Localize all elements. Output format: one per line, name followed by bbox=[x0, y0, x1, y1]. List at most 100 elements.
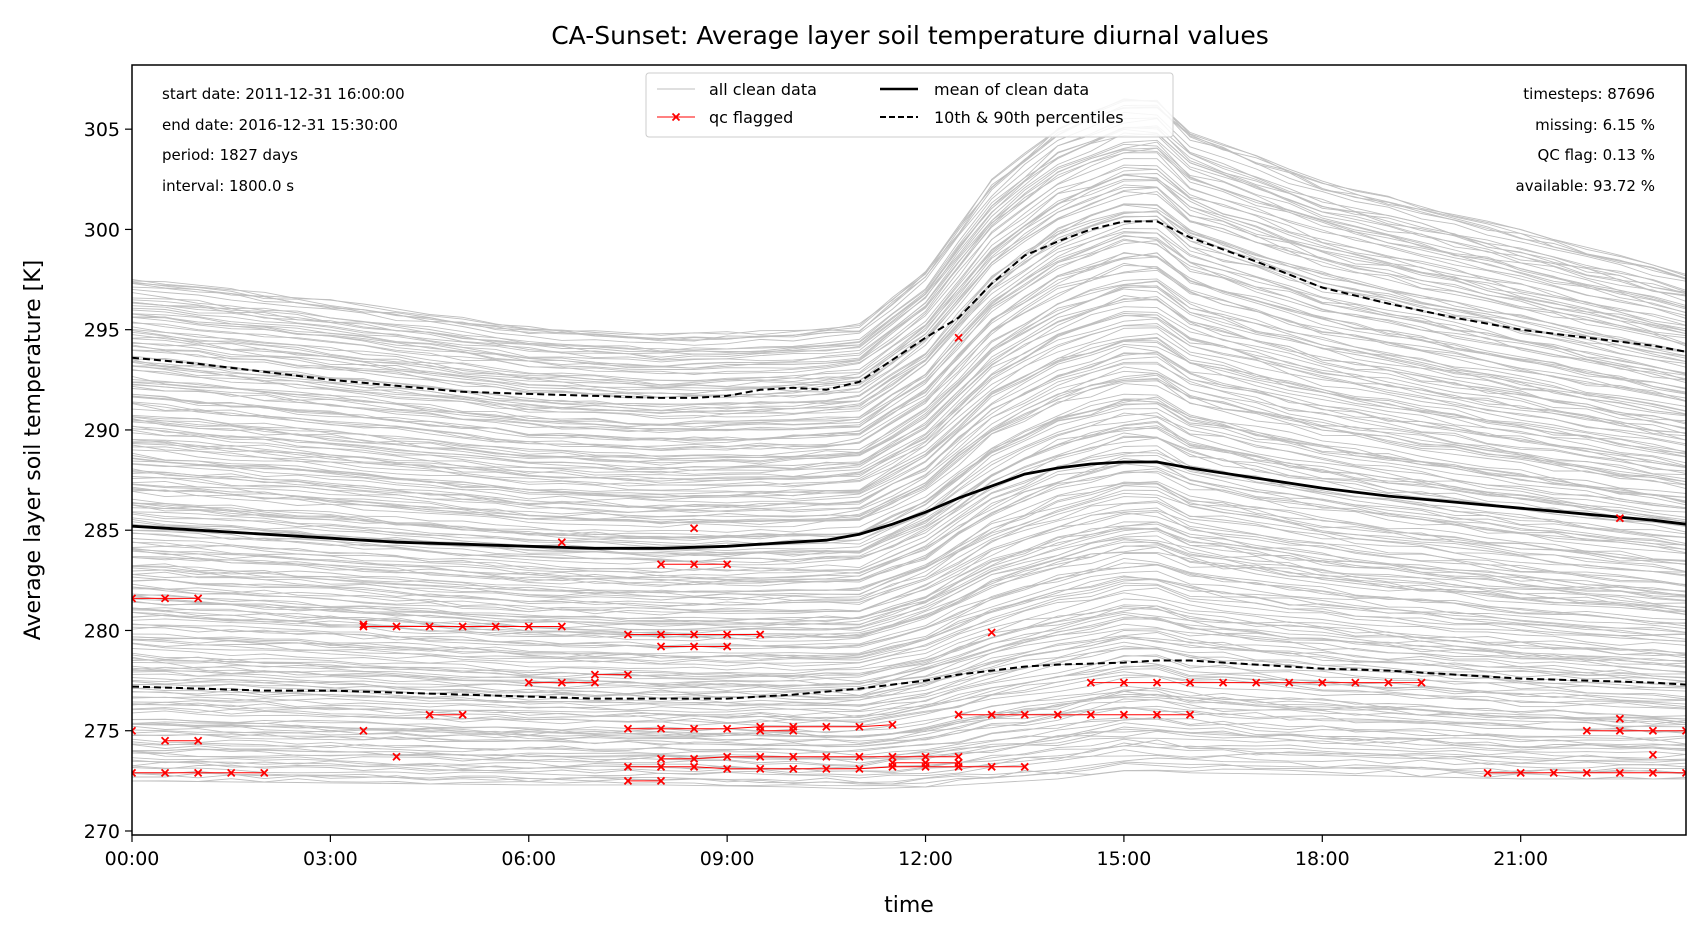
clean-data-line bbox=[132, 605, 1686, 679]
clean-data-line bbox=[132, 99, 1686, 336]
clean-data-line bbox=[132, 152, 1686, 375]
clean-data-line bbox=[132, 605, 1686, 679]
clean-data-line bbox=[132, 327, 1686, 491]
clean-data-line bbox=[132, 99, 1686, 339]
qc-flag-marker bbox=[557, 678, 566, 687]
qc-flag-marker bbox=[656, 630, 666, 639]
clean-data-line bbox=[132, 132, 1686, 361]
qc-flag-marker bbox=[1582, 768, 1591, 777]
clean-data-line bbox=[132, 107, 1686, 342]
clean-data-line bbox=[132, 278, 1686, 458]
qc-flag-marker bbox=[392, 752, 401, 761]
clean-data-line bbox=[132, 459, 1686, 581]
qc-flag-marker bbox=[1648, 726, 1658, 735]
clean-data-line bbox=[132, 333, 1686, 494]
qc-flag-marker bbox=[359, 726, 368, 735]
clean-data-line bbox=[132, 738, 1686, 770]
percentile-layer bbox=[132, 220, 1686, 700]
x-axis: 00:00 03:00 06:00 09:00 12:00 15:00 18:00 21:00 bbox=[105, 835, 1548, 870]
clean-data-line bbox=[132, 436, 1686, 563]
clean-data-line bbox=[132, 370, 1686, 518]
clean-data-line bbox=[132, 288, 1686, 466]
qc-flag-marker bbox=[1053, 710, 1062, 719]
clean-data-line bbox=[132, 128, 1686, 358]
qc-flag-marker bbox=[789, 764, 798, 773]
qc-flag-marker bbox=[689, 762, 699, 771]
clean-data-line bbox=[132, 337, 1686, 495]
qc-flag-marker bbox=[1681, 768, 1686, 777]
clean-data-line bbox=[132, 768, 1686, 788]
qc-flag-marker bbox=[623, 724, 633, 733]
y-tick-label: 295 bbox=[84, 320, 120, 342]
clean-data-line bbox=[132, 267, 1686, 450]
qc-flag-marker bbox=[193, 736, 203, 745]
clean-data-line bbox=[132, 660, 1686, 718]
clean-data-line bbox=[132, 178, 1686, 391]
clean-data-line bbox=[132, 521, 1686, 621]
clean-data-line bbox=[132, 187, 1686, 398]
qc-flag-marker bbox=[723, 642, 732, 651]
qc-flag-marker bbox=[1549, 768, 1558, 777]
qc-flag-marker bbox=[1152, 678, 1162, 687]
qc-flag-marker bbox=[689, 524, 699, 533]
clean-data-line bbox=[132, 770, 1686, 790]
qc-flag-marker bbox=[260, 768, 269, 777]
clean-data-line bbox=[132, 215, 1686, 415]
qc-flag-marker bbox=[623, 670, 633, 679]
clean-data-line bbox=[132, 147, 1686, 370]
y-tick-label: 280 bbox=[84, 620, 120, 642]
clean-data-line bbox=[132, 578, 1686, 660]
clean-data-line bbox=[132, 754, 1686, 779]
clean-data-line bbox=[132, 575, 1686, 659]
y-tick-label: 270 bbox=[84, 821, 120, 843]
info-available: available: 93.72 % bbox=[1516, 177, 1656, 195]
y-tick-label: 300 bbox=[84, 219, 120, 241]
clean-data-line bbox=[132, 239, 1686, 434]
clean-data-line bbox=[132, 311, 1686, 477]
clean-data-line bbox=[132, 396, 1686, 539]
clean-data-line bbox=[132, 492, 1686, 601]
qc-flag-marker bbox=[491, 622, 500, 631]
clean-data-line bbox=[132, 399, 1686, 540]
clean-data-line bbox=[132, 527, 1686, 625]
clean-data-line bbox=[132, 126, 1686, 355]
clean-data-line bbox=[132, 541, 1686, 635]
clean-data-line bbox=[132, 471, 1686, 587]
clean-data-line bbox=[132, 252, 1686, 441]
clean-data-line bbox=[132, 147, 1686, 369]
clean-data-line bbox=[132, 314, 1686, 481]
clean-data-line bbox=[132, 511, 1686, 616]
clean-data-line bbox=[132, 699, 1686, 742]
x-axis-label: time bbox=[884, 893, 934, 918]
clean-data-line bbox=[132, 339, 1686, 498]
qc-flag-marker bbox=[656, 754, 666, 763]
qc-flag-marker bbox=[458, 622, 467, 631]
qc-flag-marker bbox=[227, 768, 236, 777]
clean-data-line bbox=[132, 687, 1686, 733]
qc-flag-marker bbox=[855, 722, 864, 731]
qc-flag-marker bbox=[1218, 678, 1228, 687]
qc-flag-marker bbox=[756, 630, 765, 639]
clean-data-line bbox=[132, 184, 1686, 394]
qc-flag-marker bbox=[723, 560, 732, 569]
qc-flag-marker bbox=[822, 764, 831, 773]
qc-flag-marker bbox=[1119, 710, 1129, 719]
clean-data-line bbox=[132, 500, 1686, 606]
qc-flag-marker bbox=[590, 670, 600, 679]
qc-layer bbox=[132, 333, 1686, 785]
qc-flag-marker bbox=[623, 762, 633, 771]
qc-flag-marker bbox=[822, 752, 831, 761]
clean-data-line bbox=[132, 630, 1686, 696]
clean-data-line bbox=[132, 717, 1686, 754]
qc-flag-marker bbox=[888, 720, 897, 729]
clean-data-line bbox=[132, 562, 1686, 649]
x-tick-label: 12:00 bbox=[898, 848, 953, 870]
x-tick-label: 03:00 bbox=[303, 848, 358, 870]
clean-data-line bbox=[132, 607, 1686, 677]
clean-data-line bbox=[132, 173, 1686, 386]
clean-data-line bbox=[132, 215, 1686, 415]
clean-data-line bbox=[132, 379, 1686, 525]
clean-data-line bbox=[132, 234, 1686, 431]
percentile-10-line bbox=[132, 659, 1686, 700]
